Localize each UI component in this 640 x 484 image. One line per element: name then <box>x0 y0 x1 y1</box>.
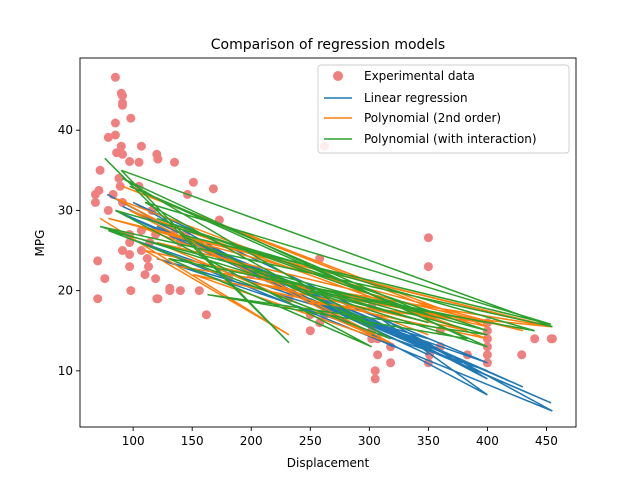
x-tick-label: 200 <box>240 434 263 448</box>
y-tick-label: 20 <box>58 284 73 298</box>
data-point <box>100 274 110 284</box>
data-point <box>201 310 211 320</box>
data-point <box>153 154 163 164</box>
data-point <box>170 157 179 167</box>
legend-box <box>317 64 570 154</box>
chart-title: Comparison of regression models <box>211 37 445 53</box>
interaction-regression-line <box>99 157 553 348</box>
data-point <box>517 350 527 360</box>
data-point <box>142 254 152 263</box>
y-axis-ticks: 10 20 30 40 <box>58 123 80 378</box>
data-point <box>305 326 315 336</box>
axes-frame <box>79 57 577 428</box>
data-point <box>136 246 146 255</box>
x-tick-label: 100 <box>122 434 145 448</box>
data-point <box>423 262 433 272</box>
data-point <box>116 141 126 151</box>
data-point <box>144 262 153 272</box>
x-tick-label: 150 <box>181 434 204 448</box>
data-point <box>118 91 127 101</box>
data-point <box>136 141 146 151</box>
y-tick-label: 40 <box>58 123 73 137</box>
x-axis-label: Displacement <box>287 456 370 470</box>
data-point <box>118 246 127 255</box>
x-tick-label: 300 <box>358 434 381 448</box>
data-point <box>386 358 396 368</box>
data-point <box>114 173 124 183</box>
x-tick-label: 350 <box>417 434 440 448</box>
y-tick-label: 30 <box>58 203 73 217</box>
data-point <box>134 157 144 167</box>
plot-series <box>90 72 557 412</box>
data-point <box>373 350 383 360</box>
legend: Experimental data Linear regression Poly… <box>317 64 570 154</box>
data-point <box>423 233 433 243</box>
data-point <box>103 205 113 215</box>
y-tick-label: 10 <box>58 364 73 378</box>
data-point <box>188 177 198 187</box>
data-point <box>126 113 136 123</box>
data-point <box>165 283 175 293</box>
data-point <box>95 165 105 175</box>
data-point <box>140 270 150 280</box>
data-point <box>115 181 125 191</box>
data-point <box>151 274 161 284</box>
data-point <box>118 100 127 110</box>
data-point <box>125 262 135 272</box>
legend-label-experimental: Experimental data <box>364 69 475 83</box>
data-point <box>125 250 135 259</box>
data-point <box>370 374 380 384</box>
data-point <box>482 350 492 360</box>
data-point <box>208 184 218 194</box>
data-point <box>530 334 540 344</box>
data-point <box>547 334 557 344</box>
data-point <box>112 148 122 158</box>
x-tick-label: 400 <box>476 434 499 448</box>
data-point <box>110 72 120 82</box>
data-point <box>94 185 104 195</box>
data-point <box>175 286 185 296</box>
x-axis-ticks: 100 150 200 250 300 350 400 450 <box>122 427 558 448</box>
legend-label-poly2: Polynomial (2nd order) <box>364 111 501 125</box>
data-point <box>110 130 120 140</box>
data-point <box>110 118 120 128</box>
data-point <box>125 157 135 166</box>
data-point <box>90 197 100 207</box>
x-tick-label: 250 <box>299 434 322 448</box>
data-point <box>370 366 380 376</box>
data-point <box>93 294 103 304</box>
data-point <box>126 286 136 296</box>
legend-marker-experimental <box>333 71 343 81</box>
legend-label-linear: Linear regression <box>364 91 468 105</box>
data-point <box>153 294 163 304</box>
y-axis-label: MPG <box>33 230 47 257</box>
x-tick-label: 450 <box>535 434 558 448</box>
data-point <box>194 286 204 296</box>
data-point <box>103 132 113 142</box>
legend-label-interaction: Polynomial (with interaction) <box>364 132 537 146</box>
data-point <box>93 256 103 266</box>
